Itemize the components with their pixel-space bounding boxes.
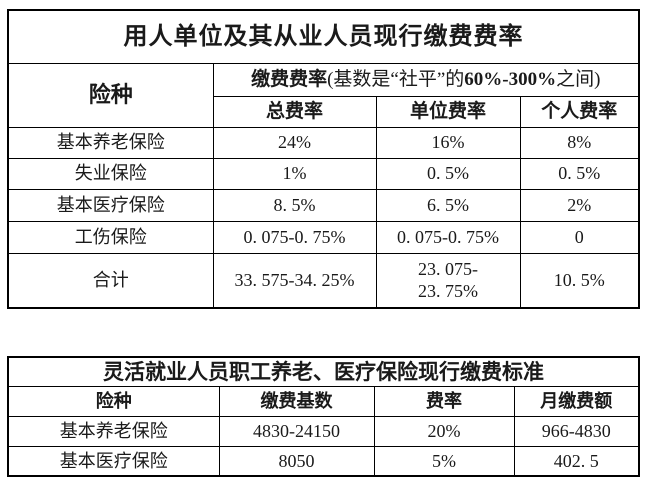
- flexible-employment-standard-table: 灵活就业人员职工养老、医疗保险现行缴费标准 险种 缴费基数 费率 月缴费额 基本…: [7, 356, 640, 477]
- row-label: 基本养老保险: [7, 126, 214, 159]
- insurance-type-header: 险种: [7, 385, 220, 417]
- rate-cell: 20%: [373, 415, 515, 447]
- employer-rate-cell: 0. 075-0. 75%: [375, 220, 521, 254]
- table-row: 工伤保险 0. 075-0. 75% 0. 075-0. 75% 0: [7, 220, 640, 254]
- employer-rate-cell: 6. 5%: [375, 188, 521, 222]
- personal-rate-header: 个人费率: [519, 95, 640, 128]
- personal-rate-cell: 10. 5%: [519, 252, 640, 309]
- rate-header-bold-prefix: 缴费费率: [251, 68, 328, 90]
- personal-rate-cell: 0. 5%: [519, 157, 640, 190]
- rate-header-paren-close: 之间): [556, 68, 601, 90]
- total-rate-cell: 8. 5%: [212, 188, 377, 222]
- table-row: 失业保险 1% 0. 5% 0. 5%: [7, 157, 640, 190]
- contribution-base-header: 缴费基数: [218, 385, 375, 417]
- table2-header-row: 险种 缴费基数 费率 月缴费额: [7, 385, 640, 417]
- rate-header: 费率: [373, 385, 515, 417]
- personal-rate-cell: 0: [519, 220, 640, 254]
- total-rate-cell: 33. 575-34. 25%: [212, 252, 377, 309]
- monthly-amount-header: 月缴费额: [513, 385, 640, 417]
- rate-cell: 5%: [373, 445, 515, 477]
- total-row: 合计 33. 575-34. 25% 23. 075- 23. 75% 10. …: [7, 252, 640, 309]
- row-label: 基本医疗保险: [7, 445, 220, 477]
- table2-title: 灵活就业人员职工养老、医疗保险现行缴费标准: [7, 356, 640, 387]
- table2-title-row: 灵活就业人员职工养老、医疗保险现行缴费标准: [7, 356, 640, 387]
- employer-rate-cell: 16%: [375, 126, 521, 159]
- base-cell: 8050: [218, 445, 375, 477]
- rate-header-paren-open: (基数是“社平”的: [327, 68, 465, 90]
- table1-insurance-type-header: 险种: [7, 62, 214, 128]
- row-label: 基本医疗保险: [7, 188, 214, 222]
- table-row: 基本医疗保险 8050 5% 402. 5: [7, 445, 640, 477]
- table1-title-row: 用人单位及其从业人员现行缴费费率: [7, 9, 640, 64]
- rate-header-bold-range: 60%-300%: [464, 68, 557, 90]
- employer-rate-cell: 23. 075- 23. 75%: [375, 252, 521, 309]
- table-row: 基本养老保险 24% 16% 8%: [7, 126, 640, 159]
- row-label: 工伤保险: [7, 220, 214, 254]
- row-label: 失业保险: [7, 157, 214, 190]
- base-cell: 4830-24150: [218, 415, 375, 447]
- table1-header-row: 险种 缴费费率(基数是“社平”的60%-300%之间): [7, 62, 640, 128]
- total-rate-cell: 24%: [212, 126, 377, 159]
- monthly-cell: 966-4830: [513, 415, 640, 447]
- table1-rate-header: 缴费费率(基数是“社平”的60%-300%之间): [212, 62, 640, 97]
- table1-title: 用人单位及其从业人员现行缴费费率: [7, 9, 640, 64]
- monthly-cell: 402. 5: [513, 445, 640, 477]
- total-rate-cell: 0. 075-0. 75%: [212, 220, 377, 254]
- employer-employee-rate-table: 用人单位及其从业人员现行缴费费率 险种 缴费费率(基数是“社平”的60%-300…: [7, 9, 640, 309]
- total-rate-cell: 1%: [212, 157, 377, 190]
- table-row: 基本养老保险 4830-24150 20% 966-4830: [7, 415, 640, 447]
- row-label: 合计: [7, 252, 214, 309]
- total-rate-header: 总费率: [212, 95, 377, 128]
- personal-rate-cell: 2%: [519, 188, 640, 222]
- table-row: 基本医疗保险 8. 5% 6. 5% 2%: [7, 188, 640, 222]
- employer-rate-header: 单位费率: [375, 95, 521, 128]
- table1-subheader-row: 总费率 单位费率 个人费率: [8, 95, 640, 128]
- employer-rate-cell: 0. 5%: [375, 157, 521, 190]
- personal-rate-cell: 8%: [519, 126, 640, 159]
- row-label: 基本养老保险: [7, 415, 220, 447]
